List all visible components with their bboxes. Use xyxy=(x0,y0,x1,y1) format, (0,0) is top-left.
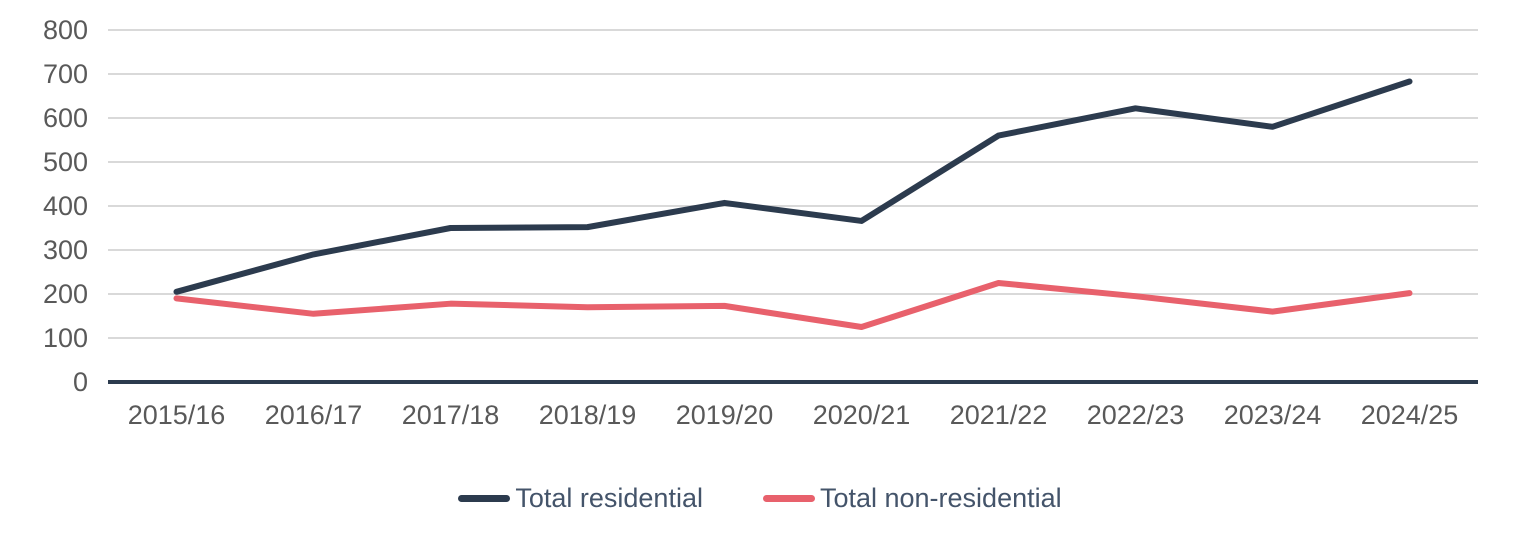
x-tick-label-4: 2019/20 xyxy=(676,400,774,430)
x-tick-label-1: 2016/17 xyxy=(265,400,363,430)
y-tick-label-600: 600 xyxy=(43,103,88,133)
x-tick-label-5: 2020/21 xyxy=(813,400,911,430)
x-tick-label-8: 2023/24 xyxy=(1224,400,1322,430)
series-line-total-residential xyxy=(173,78,1413,295)
x-tick-label-9: 2024/25 xyxy=(1361,400,1459,430)
y-tick-label-700: 700 xyxy=(43,59,88,89)
legend-label-total-non-residential: Total non-residential xyxy=(819,483,1062,513)
y-tick-label-0: 0 xyxy=(73,367,88,397)
x-tick-label-6: 2021/22 xyxy=(950,400,1048,430)
legend-swatch-total-non-residential xyxy=(762,494,815,502)
x-tick-label-0: 2015/16 xyxy=(128,400,226,430)
legend: Total residential Total non-residential xyxy=(0,483,1520,513)
legend-item-total-non-residential: Total non-residential xyxy=(762,483,1062,513)
x-tick-label-2: 2017/18 xyxy=(402,400,500,430)
y-tick-label-400: 400 xyxy=(43,191,88,221)
y-tick-label-300: 300 xyxy=(43,235,88,265)
y-tick-label-800: 800 xyxy=(43,15,88,45)
legend-swatch-total-residential xyxy=(458,494,511,502)
plot-area: 0 100 200 300 400 500 600 700 800 2015/16 2016/17 2… xyxy=(43,15,1478,430)
y-tick-label-500: 500 xyxy=(43,147,88,177)
legend-item-total-residential: Total residential xyxy=(458,483,703,513)
legend-label-total-residential: Total residential xyxy=(515,483,703,513)
y-tick-label-200: 200 xyxy=(43,279,88,309)
x-tick-label-7: 2022/23 xyxy=(1087,400,1185,430)
series-line-total-non-residential xyxy=(173,280,1413,330)
y-tick-label-100: 100 xyxy=(43,323,88,353)
x-tick-label-3: 2018/19 xyxy=(539,400,637,430)
